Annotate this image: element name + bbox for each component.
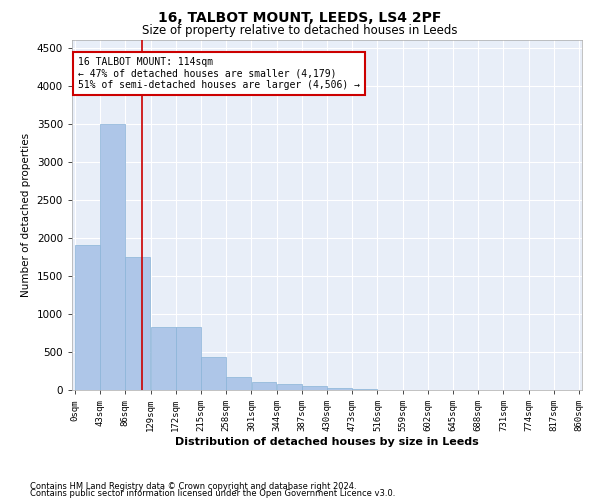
Bar (327, 388, 352, 390)
Bar (151, 327, 176, 390)
Bar (75, 246, 100, 390)
Bar (302, 386, 327, 390)
Bar (277, 384, 302, 390)
Bar (176, 327, 201, 390)
Text: Contains HM Land Registry data © Crown copyright and database right 2024.: Contains HM Land Registry data © Crown c… (30, 482, 356, 491)
Bar (251, 382, 277, 390)
Bar (201, 358, 226, 390)
Text: Size of property relative to detached houses in Leeds: Size of property relative to detached ho… (142, 24, 458, 37)
Text: 16, TALBOT MOUNT, LEEDS, LS4 2PF: 16, TALBOT MOUNT, LEEDS, LS4 2PF (158, 11, 442, 25)
Y-axis label: Number of detached properties: Number of detached properties (21, 133, 31, 297)
X-axis label: Distribution of detached houses by size in Leeds: Distribution of detached houses by size … (175, 437, 479, 447)
Bar (125, 257, 151, 390)
Text: 16 TALBOT MOUNT: 114sqm
← 47% of detached houses are smaller (4,179)
51% of semi: 16 TALBOT MOUNT: 114sqm ← 47% of detache… (78, 56, 360, 90)
Bar (226, 376, 251, 390)
Text: Contains public sector information licensed under the Open Government Licence v3: Contains public sector information licen… (30, 490, 395, 498)
Bar (100, 124, 125, 390)
Bar (352, 389, 377, 390)
